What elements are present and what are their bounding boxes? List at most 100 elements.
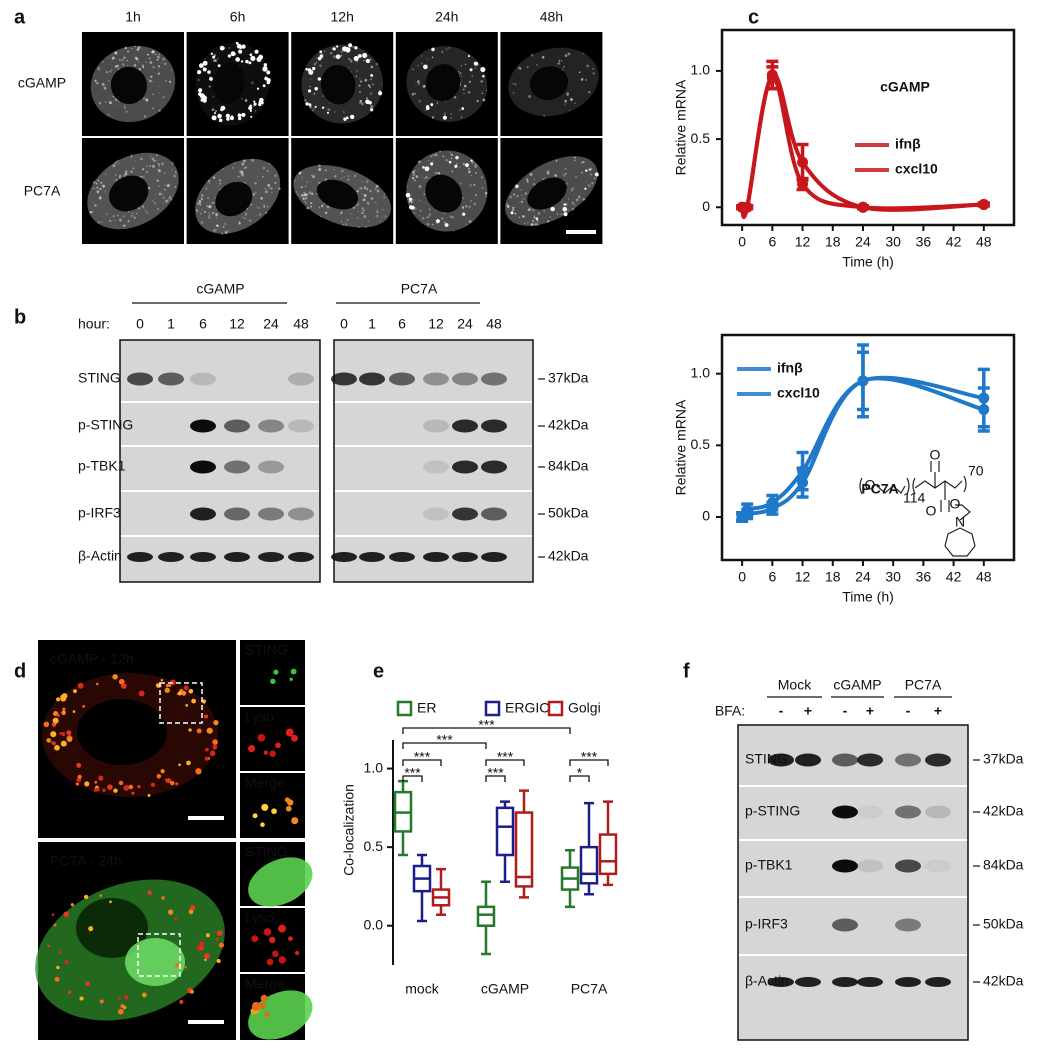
puncta	[585, 169, 588, 172]
puncta	[370, 74, 374, 77]
speckle	[162, 95, 165, 99]
speckle	[426, 216, 428, 219]
speckle	[125, 110, 128, 113]
box	[598, 833, 618, 876]
speckle	[364, 78, 368, 82]
speckle	[301, 186, 304, 189]
puncta	[76, 762, 82, 768]
speckle	[518, 216, 521, 218]
puncta	[319, 54, 323, 58]
x-tick-label: 6	[768, 234, 776, 250]
speckle	[571, 208, 575, 211]
puncta	[47, 944, 51, 948]
structure-atom: O	[865, 477, 876, 493]
band	[795, 806, 821, 819]
speckle	[164, 199, 168, 203]
speckle	[142, 66, 145, 69]
speckle	[333, 168, 336, 171]
data-point	[857, 201, 869, 213]
speckle	[117, 214, 119, 217]
speckle	[222, 225, 225, 229]
speckle	[367, 220, 369, 222]
puncta	[138, 690, 145, 697]
band	[127, 372, 153, 386]
band	[857, 977, 883, 987]
puncta	[378, 91, 383, 96]
speckle	[375, 203, 377, 205]
puncta	[99, 999, 104, 1004]
speckle	[313, 92, 316, 95]
speckle	[588, 91, 591, 94]
speckle	[376, 189, 380, 193]
x-tick-label: 36	[916, 234, 932, 250]
x-tick-label: PC7A	[571, 981, 608, 997]
sting-cluster	[248, 990, 313, 1040]
speckle	[351, 45, 355, 49]
inset-label: Lyso	[245, 910, 274, 926]
speckle	[197, 202, 201, 205]
speckle	[196, 209, 199, 212]
puncta	[408, 205, 413, 210]
speckle	[297, 193, 299, 196]
speckle	[157, 72, 161, 75]
speckle	[481, 80, 483, 83]
speckle	[222, 168, 225, 170]
speckle	[99, 187, 102, 191]
puncta	[53, 721, 57, 725]
speckle	[196, 202, 200, 205]
speckle	[198, 200, 202, 203]
speckle	[532, 182, 536, 186]
speckle	[174, 170, 177, 173]
band	[389, 372, 415, 386]
puncta	[469, 68, 473, 72]
speckle	[102, 184, 106, 188]
whisker-low	[500, 855, 510, 883]
speckle	[254, 182, 257, 185]
speckle	[589, 185, 591, 188]
significance-bracket	[402, 775, 423, 782]
puncta	[237, 116, 242, 121]
speckle	[414, 92, 417, 95]
puncta	[83, 894, 89, 900]
speckle	[171, 162, 175, 165]
lane-label: 12	[229, 316, 245, 332]
speckle	[301, 176, 304, 178]
speckle	[308, 191, 312, 195]
speckle	[94, 204, 97, 207]
speckle	[224, 231, 228, 234]
puncta	[260, 101, 264, 105]
speckle	[170, 198, 173, 201]
whisker-low	[481, 925, 491, 956]
speckle	[213, 229, 216, 232]
speckle	[581, 171, 583, 174]
speckle	[421, 62, 424, 65]
speckle	[414, 207, 417, 210]
speckle	[200, 222, 202, 224]
puncta	[336, 45, 339, 48]
speckle	[347, 178, 350, 182]
band	[190, 552, 216, 562]
speckle	[156, 58, 159, 61]
speckle	[578, 195, 580, 197]
puncta	[170, 780, 175, 786]
puncta	[362, 52, 368, 58]
speckle	[366, 188, 369, 191]
speckle	[208, 211, 210, 214]
puncta	[260, 994, 268, 1002]
puncta	[213, 719, 219, 726]
puncta	[259, 1002, 266, 1009]
speckle	[116, 64, 119, 68]
whisker-low	[398, 831, 408, 857]
speckle	[207, 216, 211, 219]
speckle	[467, 170, 471, 174]
speckle	[146, 77, 149, 80]
speckle	[469, 184, 472, 187]
speckle	[412, 173, 416, 176]
speckle	[145, 170, 149, 174]
group-label: cGAMP	[196, 281, 244, 297]
speckle	[134, 64, 137, 67]
band	[359, 461, 385, 474]
speckle	[526, 179, 529, 182]
speckle	[173, 174, 176, 178]
speckle	[533, 215, 535, 217]
